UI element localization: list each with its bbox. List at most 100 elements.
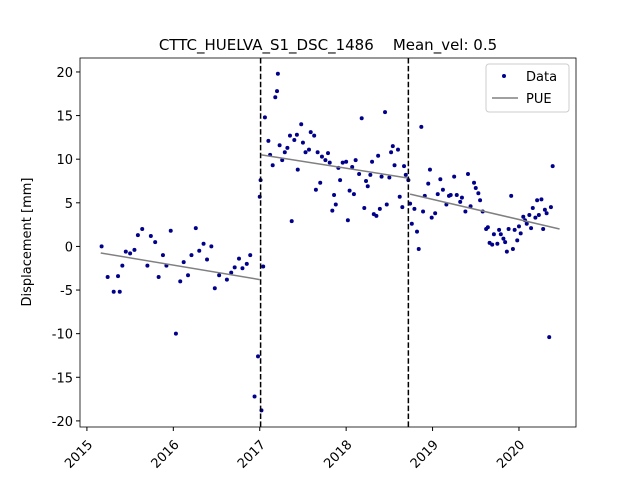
data-point — [280, 158, 285, 163]
data-point — [357, 172, 362, 177]
data-point — [421, 209, 426, 214]
data-point — [330, 208, 335, 213]
data-point — [524, 221, 529, 226]
trend-line — [100, 154, 560, 281]
data-point — [117, 289, 122, 294]
data-point — [448, 192, 453, 197]
data-point — [454, 192, 459, 197]
data-point — [256, 354, 261, 359]
data-point — [345, 218, 350, 223]
data-point — [273, 95, 278, 100]
data-point — [295, 167, 300, 172]
data-point — [412, 206, 417, 211]
data-point — [135, 233, 140, 238]
data-point — [435, 192, 440, 197]
data-point — [173, 331, 178, 336]
data-point — [548, 205, 553, 210]
y-tick-label: 10 — [56, 153, 73, 168]
data-point — [303, 150, 308, 155]
data-point — [512, 227, 517, 232]
data-point — [359, 116, 364, 121]
data-point — [438, 177, 443, 182]
data-point — [383, 110, 388, 115]
y-tick-label: -20 — [52, 415, 73, 430]
data-point — [419, 124, 424, 129]
data-point — [426, 181, 431, 186]
plot-frame — [79, 57, 577, 428]
data-point — [244, 261, 249, 266]
data-point — [261, 264, 266, 269]
data-point — [362, 206, 367, 211]
data-point — [515, 238, 520, 243]
data-point — [472, 180, 477, 185]
data-point — [403, 172, 408, 177]
data-point — [323, 158, 328, 163]
data-point — [503, 240, 508, 245]
data-point — [506, 226, 511, 231]
data-point — [550, 164, 555, 169]
data-point — [415, 229, 420, 234]
data-point — [510, 247, 515, 252]
data-point — [209, 244, 214, 249]
data-point — [440, 187, 445, 192]
data-point — [473, 185, 478, 190]
data-point — [463, 209, 468, 214]
data-point — [370, 159, 375, 164]
legend-label: PUE — [526, 92, 552, 107]
data-point — [99, 244, 104, 249]
data-point — [350, 165, 355, 170]
data-point — [224, 277, 229, 282]
data-point — [544, 211, 549, 216]
data-point — [289, 219, 294, 224]
data-point — [476, 191, 481, 196]
data-point — [160, 253, 165, 258]
data-point — [379, 174, 384, 179]
data-point — [501, 236, 506, 241]
data-point — [197, 248, 202, 253]
data-point — [277, 143, 282, 148]
data-point — [189, 253, 194, 258]
x-tick-label: 2015 — [62, 438, 96, 472]
data-point — [153, 240, 158, 245]
data-point — [390, 144, 395, 149]
x-tick-label: 2017 — [235, 438, 269, 472]
data-point — [140, 226, 145, 231]
data-point — [539, 197, 544, 202]
x-tick-label: 2019 — [408, 438, 442, 472]
x-tick-label: 2016 — [149, 438, 183, 472]
data-point — [409, 221, 414, 226]
data-point — [212, 286, 217, 291]
data-point — [148, 233, 153, 238]
data-point — [353, 158, 358, 163]
data-point — [132, 247, 137, 252]
data-point — [395, 147, 400, 152]
data-point — [252, 394, 257, 399]
data-point — [248, 253, 253, 258]
data-point — [340, 160, 345, 165]
data-point — [186, 273, 191, 278]
data-point — [459, 195, 464, 200]
data-point — [285, 145, 290, 150]
data-point — [376, 153, 381, 158]
data-point — [313, 187, 318, 192]
data-point — [347, 188, 352, 193]
data-point — [270, 163, 275, 168]
data-point — [397, 194, 402, 199]
data-point — [168, 228, 173, 233]
data-point — [217, 273, 222, 278]
data-point — [128, 251, 133, 256]
data-point — [332, 192, 337, 197]
data-point — [516, 224, 521, 229]
data-point — [178, 279, 183, 284]
data-point — [232, 265, 237, 270]
legend: Data PUE — [485, 63, 570, 113]
x-tick-label: 2018 — [321, 438, 355, 472]
data-point — [490, 242, 495, 247]
data-point — [306, 147, 311, 152]
data-point — [509, 193, 514, 198]
data-point — [365, 184, 370, 189]
data-point — [123, 249, 128, 254]
data-point — [236, 256, 241, 261]
data-point — [105, 274, 110, 279]
data-point — [535, 198, 540, 203]
